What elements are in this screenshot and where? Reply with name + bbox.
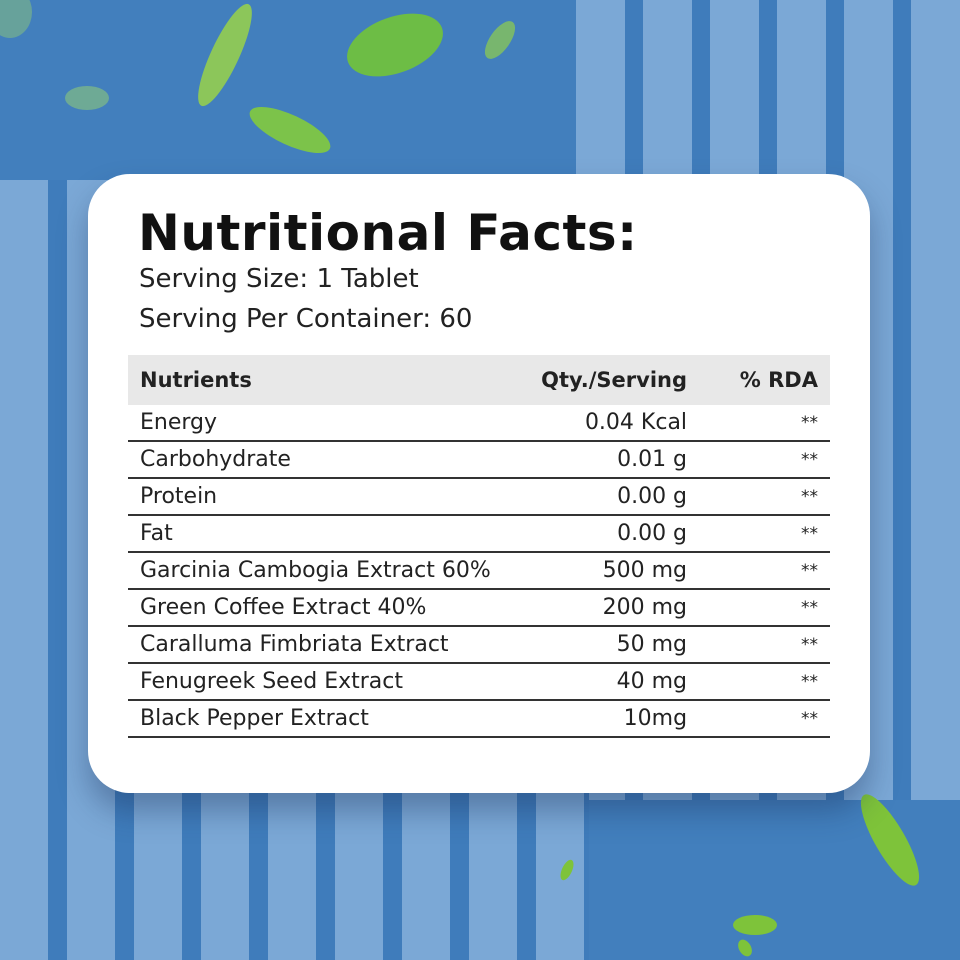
nutrient-name: Carbohydrate: [128, 441, 521, 479]
leaf-icon: [347, 13, 443, 77]
nutrition-table: Nutrients Qty./Serving % RDA Energy 0.04 …: [128, 355, 830, 738]
nutrient-rda: **: [723, 515, 830, 553]
leaf-icon: [0, 0, 32, 38]
nutrient-name: Protein: [128, 478, 521, 516]
leaf-icon: [65, 86, 109, 110]
leaf-icon: [733, 915, 777, 957]
nutrient-qty: 0.01 g: [520, 441, 724, 479]
nutrient-qty: 0.00 g: [520, 515, 724, 553]
nutrient-rda: **: [723, 552, 830, 590]
table-row: Black Pepper Extract 10mg **: [128, 700, 830, 738]
nutrient-rda: **: [723, 663, 830, 701]
table-row: Carbohydrate 0.01 g **: [128, 441, 830, 479]
nutrient-name: Garcinia Cambogia Extract 60%: [128, 552, 521, 590]
nutrient-rda: **: [723, 589, 830, 627]
nutrient-qty: 500 mg: [520, 552, 724, 590]
leaf-icon: [860, 794, 920, 886]
nutrient-qty: 50 mg: [520, 626, 724, 664]
table-row: Green Coffee Extract 40% 200 mg **: [128, 589, 830, 627]
table-row: Garcinia Cambogia Extract 60% 500 mg **: [128, 552, 830, 590]
table-row: Fenugreek Seed Extract 40 mg **: [128, 663, 830, 701]
leaf-icon: [249, 106, 331, 154]
serving-per-container: Serving Per Container: 60: [139, 304, 473, 334]
header-qty: Qty./Serving: [520, 355, 724, 405]
header-rda: % RDA: [723, 355, 830, 405]
nutrition-facts-card: Nutritional Facts: Serving Size: 1 Table…: [88, 174, 870, 793]
table-row: Energy 0.04 Kcal **: [128, 405, 830, 442]
leaf-icon: [560, 859, 574, 881]
nutrient-name: Fat: [128, 515, 521, 553]
nutrient-name: Fenugreek Seed Extract: [128, 663, 521, 701]
nutrient-name: Energy: [128, 405, 521, 442]
nutrient-name: Green Coffee Extract 40%: [128, 589, 521, 627]
nutrient-rda: **: [723, 626, 830, 664]
table-row: Caralluma Fimbriata Extract 50 mg **: [128, 626, 830, 664]
nutrient-rda: **: [723, 405, 830, 442]
table-header: Nutrients Qty./Serving % RDA: [128, 355, 830, 405]
nutrient-name: Black Pepper Extract: [128, 700, 521, 738]
nutrient-qty: 40 mg: [520, 663, 724, 701]
nutrient-qty: 200 mg: [520, 589, 724, 627]
table-row: Fat 0.00 g **: [128, 515, 830, 553]
nutrient-rda: **: [723, 441, 830, 479]
nutrient-qty: 0.00 g: [520, 478, 724, 516]
table-row: Protein 0.00 g **: [128, 478, 830, 516]
header-nutrients: Nutrients: [128, 355, 521, 405]
nutrient-qty: 10mg: [520, 700, 724, 738]
nutrient-name: Caralluma Fimbriata Extract: [128, 626, 521, 664]
serving-size: Serving Size: 1 Tablet: [139, 264, 419, 294]
page-title: Nutritional Facts:: [138, 204, 638, 262]
leaf-icon: [484, 21, 516, 59]
nutrient-rda: **: [723, 478, 830, 516]
nutrient-qty: 0.04 Kcal: [520, 405, 724, 442]
leaf-icon: [198, 3, 252, 107]
nutrient-rda: **: [723, 700, 830, 738]
